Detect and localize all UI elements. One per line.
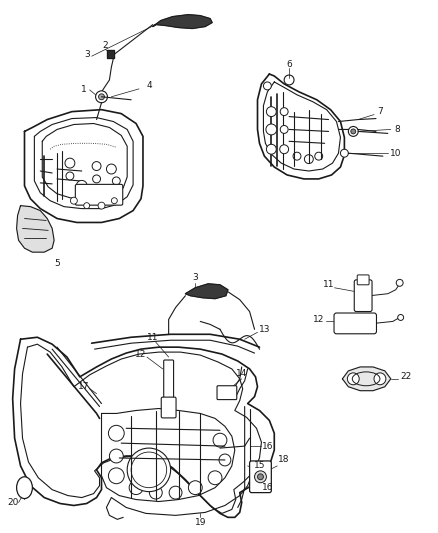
Circle shape (92, 161, 101, 171)
FancyBboxPatch shape (250, 461, 271, 492)
Text: 17: 17 (78, 382, 89, 391)
Polygon shape (17, 206, 54, 252)
Text: 4: 4 (146, 82, 152, 91)
FancyBboxPatch shape (217, 386, 237, 400)
Circle shape (304, 155, 313, 164)
Circle shape (169, 486, 182, 499)
Circle shape (65, 158, 75, 168)
Circle shape (348, 126, 358, 136)
Circle shape (76, 180, 87, 191)
Circle shape (263, 82, 271, 90)
Circle shape (188, 481, 202, 495)
Circle shape (284, 75, 294, 85)
Circle shape (149, 486, 162, 499)
Circle shape (129, 481, 143, 495)
Text: 1: 1 (81, 85, 87, 94)
Circle shape (110, 449, 123, 463)
Circle shape (71, 197, 78, 204)
Circle shape (266, 144, 276, 154)
Circle shape (315, 152, 323, 160)
Text: 19: 19 (194, 518, 206, 527)
Text: 15: 15 (254, 462, 265, 471)
Text: 7: 7 (377, 107, 383, 116)
FancyBboxPatch shape (164, 360, 173, 400)
Circle shape (109, 468, 124, 484)
Circle shape (66, 172, 74, 180)
Circle shape (398, 314, 404, 320)
Text: 13: 13 (259, 325, 270, 334)
Text: 12: 12 (135, 350, 147, 359)
Circle shape (213, 433, 227, 447)
Circle shape (258, 474, 263, 480)
Circle shape (266, 124, 277, 135)
Polygon shape (185, 284, 228, 298)
Ellipse shape (17, 477, 32, 498)
Text: 2: 2 (102, 41, 108, 50)
Text: 10: 10 (390, 149, 402, 158)
Circle shape (111, 198, 117, 204)
FancyBboxPatch shape (334, 313, 377, 334)
Text: 6: 6 (286, 60, 292, 69)
Circle shape (293, 152, 301, 160)
Text: 16: 16 (261, 442, 273, 450)
Circle shape (99, 94, 105, 100)
Circle shape (98, 202, 105, 209)
Circle shape (219, 454, 231, 466)
Polygon shape (107, 50, 114, 58)
Text: 11: 11 (323, 280, 334, 289)
Circle shape (131, 452, 167, 488)
FancyBboxPatch shape (354, 280, 372, 311)
Circle shape (84, 203, 90, 208)
Text: 20: 20 (7, 498, 18, 507)
Circle shape (280, 108, 288, 116)
FancyBboxPatch shape (161, 397, 176, 418)
Circle shape (374, 373, 386, 385)
Text: 8: 8 (395, 125, 401, 134)
Circle shape (109, 425, 124, 441)
Text: 14: 14 (236, 369, 247, 378)
Circle shape (266, 107, 276, 117)
Text: 3: 3 (84, 50, 90, 59)
Text: 12: 12 (313, 315, 325, 324)
Circle shape (127, 448, 171, 491)
Circle shape (340, 149, 348, 157)
Circle shape (113, 177, 120, 185)
Circle shape (208, 471, 222, 484)
Circle shape (103, 187, 110, 194)
Text: 3: 3 (192, 273, 198, 282)
Polygon shape (153, 14, 212, 28)
Circle shape (92, 175, 101, 183)
Text: 16: 16 (261, 483, 273, 492)
Text: 18: 18 (279, 456, 290, 464)
Circle shape (280, 145, 289, 154)
FancyBboxPatch shape (75, 184, 123, 205)
FancyBboxPatch shape (357, 275, 369, 285)
Circle shape (254, 471, 266, 483)
Circle shape (396, 279, 403, 286)
Circle shape (280, 125, 288, 133)
Text: 5: 5 (54, 259, 60, 268)
Polygon shape (343, 367, 391, 391)
Circle shape (95, 91, 107, 103)
Circle shape (351, 129, 356, 134)
Text: 11: 11 (147, 333, 159, 342)
Text: 22: 22 (400, 373, 411, 381)
Circle shape (347, 373, 359, 385)
Circle shape (106, 164, 117, 174)
